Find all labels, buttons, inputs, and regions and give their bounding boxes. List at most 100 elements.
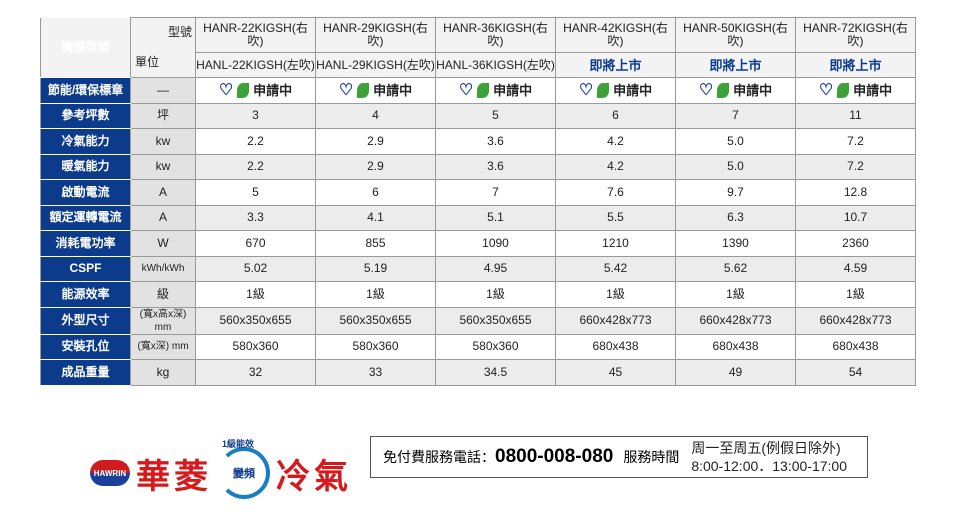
model-label: 型號: [167, 25, 192, 39]
green-leaf-icon: [597, 82, 610, 98]
value-cell: 2.2: [195, 153, 316, 180]
brand-name-left: 華菱: [136, 456, 212, 497]
value-cell: 7.2: [795, 153, 916, 180]
service-days: 周一至周五(例假日除外): [691, 440, 841, 456]
unit-cell: kw: [130, 153, 196, 180]
unit-cell: A: [130, 204, 196, 231]
model-name-right: HANR-29KIGSH(右吹): [315, 17, 436, 53]
model-name-right: HANR-72KIGSH(右吹): [795, 17, 916, 53]
value-cell: 660x428x773: [675, 306, 796, 335]
row-label: 能源效率: [40, 281, 131, 308]
value-cell: 5.62: [675, 255, 796, 282]
unit-cell: kg: [130, 359, 196, 386]
energy-label-heart-icon: ♡: [458, 81, 474, 99]
row-label: 機種型號: [40, 17, 131, 78]
value-cell: 32: [195, 359, 316, 386]
model-name-left: HANL-36KIGSH(左吹): [435, 52, 556, 78]
model-name-right: HANR-36KIGSH(右吹): [435, 17, 556, 53]
value-cell: 5: [435, 102, 556, 129]
value-cell: 2.9: [315, 128, 436, 155]
value-cell: 7: [675, 102, 796, 129]
green-leaf-icon: [717, 82, 730, 98]
value-cell: 4.95: [435, 255, 556, 282]
value-cell: 49: [675, 359, 796, 386]
value-cell: 2.2: [195, 128, 316, 155]
unit-cell: (寬x深) mm: [130, 333, 196, 360]
energy-label-heart-icon: ♡: [698, 81, 714, 99]
value-cell: 1級: [555, 281, 676, 308]
badge-status: 申請中: [493, 82, 533, 98]
value-cell: 680x438: [675, 333, 796, 360]
value-cell: 855: [315, 230, 436, 257]
value-cell: 5.1: [435, 204, 556, 231]
value-cell: 560x350x655: [315, 306, 436, 335]
table-row: 消耗電功率 W 670 855 1090 1210 1390 2360: [40, 230, 916, 257]
badge-cell: ♡ 申請中: [195, 77, 316, 104]
green-leaf-icon: [237, 82, 250, 98]
row-label: 消耗電功率: [40, 230, 131, 257]
value-cell: 12.8: [795, 179, 916, 206]
value-cell: 5.5: [555, 204, 676, 231]
badge-cell: ♡ 申請中: [315, 77, 436, 104]
value-cell: 1090: [435, 230, 556, 257]
unit-label: 單位: [135, 55, 160, 69]
energy-label-heart-icon: ♡: [818, 81, 834, 99]
badge-status: 申請中: [253, 82, 293, 98]
service-info-box: 免付費服務電話： 0800-008-080 服務時間 周一至周五(例假日除外) 8…: [370, 436, 868, 478]
value-cell: 660x428x773: [795, 306, 916, 335]
value-cell: 1級: [795, 281, 916, 308]
row-label: 暖氣能力: [40, 153, 131, 180]
value-cell: 680x438: [795, 333, 916, 360]
value-cell: 5.0: [675, 153, 796, 180]
model-name-left: 即將上市: [555, 52, 676, 78]
table-row: CSPF kWh/kWh 5.02 5.19 4.95 5.42 5.62 4.59: [40, 255, 916, 282]
value-cell: 34.5: [435, 359, 556, 386]
value-cell: 5.19: [315, 255, 436, 282]
unit-cell: —: [130, 77, 196, 104]
table-row: 額定運轉電流 A 3.3 4.1 5.1 5.5 6.3 10.7: [40, 204, 916, 231]
unit-cell: 級: [130, 281, 196, 308]
table-row: 能源效率級 1級 1級 1級 1級 1級 1級: [40, 281, 916, 308]
energy-label-heart-icon: ♡: [218, 81, 234, 99]
inverter-swirl-icon: 1級能效 變頻: [218, 439, 270, 499]
value-cell: 54: [795, 359, 916, 386]
efficiency-badge: 1級能效: [222, 439, 255, 449]
value-cell: 5.02: [195, 255, 316, 282]
hours-label: 服務時間: [623, 449, 680, 465]
hotline-label: 免付費服務電話：: [383, 449, 495, 465]
value-cell: 7.2: [795, 128, 916, 155]
badge-row: 節能/環保標章 — ♡ 申請中 ♡ 申請中 ♡ 申請中 ♡ 申請中 ♡ 申請中 ♡ 申請中: [40, 77, 916, 104]
value-cell: 5: [195, 179, 316, 206]
table-row: 冷氣能力 kw 2.2 2.9 3.6 4.2 5.0 7.2: [40, 128, 916, 155]
model-name-left: HANL-22KIGSH(左吹): [195, 52, 316, 78]
value-cell: 3: [195, 102, 316, 129]
value-cell: 3.6: [435, 153, 556, 180]
value-cell: 1390: [675, 230, 796, 257]
unit-cell: (寬x高x深) mm: [130, 306, 196, 335]
value-cell: 4: [315, 102, 436, 129]
value-cell: 9.7: [675, 179, 796, 206]
value-cell: 45: [555, 359, 676, 386]
energy-label-heart-icon: ♡: [338, 81, 354, 99]
footer: HAWRIN 華菱 1級能效 變頻 冷氣 免付費服務電話： 0800-008-08…: [85, 422, 885, 499]
value-cell: 7: [435, 179, 556, 206]
row-label: 外型尺寸: [40, 306, 131, 335]
model-name-right: HANR-50KIGSH(右吹): [675, 17, 796, 53]
value-cell: 670: [195, 230, 316, 257]
value-cell: 6: [315, 179, 436, 206]
value-cell: 560x350x655: [195, 306, 316, 335]
hawrin-logo-icon: HAWRIN: [90, 460, 130, 486]
row-label: 額定運轉電流: [40, 204, 131, 231]
value-cell: 3.3: [195, 204, 316, 231]
unit-cell: kWh/kWh: [130, 255, 196, 282]
value-cell: 3.6: [435, 128, 556, 155]
model-name-left: 即將上市: [675, 52, 796, 78]
unit-cell: kw: [130, 128, 196, 155]
badge-cell: ♡ 申請中: [795, 77, 916, 104]
value-cell: 4.59: [795, 255, 916, 282]
value-cell: 5.42: [555, 255, 676, 282]
value-cell: 580x360: [195, 333, 316, 360]
badge-status: 申請中: [853, 82, 893, 98]
value-cell: 2360: [795, 230, 916, 257]
value-cell: 4.2: [555, 128, 676, 155]
